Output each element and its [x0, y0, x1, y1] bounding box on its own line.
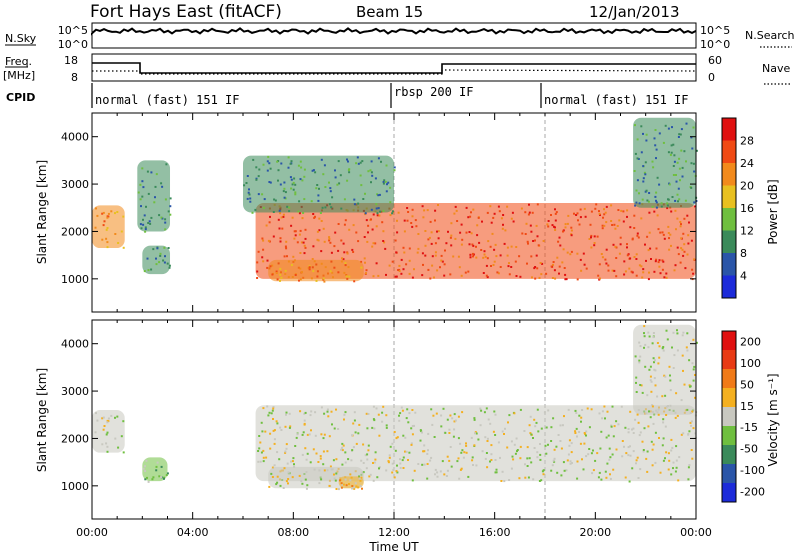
nsky-label: N.Sky — [5, 32, 37, 45]
velocity-colorbar-tick-4: -15 — [740, 421, 758, 434]
nsky-strip: N.Sky 10^5 10^0 10^5 10^0 N.Search — [5, 22, 795, 51]
power-colorbar-segment-2 — [722, 163, 736, 186]
power-colorbar-tick-1: 8 — [740, 247, 747, 260]
velocity-colorbar-segment-7 — [722, 464, 736, 484]
freq-tick-bottom: 8 — [71, 71, 78, 84]
velocity-ytick-label-1: 2000 — [61, 432, 89, 445]
nsky-tick-top: 10^5 — [58, 24, 88, 37]
velocity-colorbar-segment-6 — [722, 445, 736, 465]
power-ylabel: Slant Range [km] — [35, 160, 49, 264]
beam-label: Beam 15 — [356, 3, 423, 21]
cpid-strip: CPID normal (fast) 151 IF rbsp 200 IF no… — [6, 83, 689, 108]
power-colorbar-tick-5: 24 — [740, 157, 754, 170]
velocity-colorbar-tick-1: 100 — [740, 357, 761, 370]
velocity-colorbar-tick-3: 15 — [740, 400, 754, 413]
power-colorbar-tick-3: 16 — [740, 202, 754, 215]
nsky-tick-bottom: 10^0 — [58, 38, 88, 51]
power-region-0 — [92, 205, 125, 249]
power-region-2 — [142, 245, 171, 275]
power-colorbar-segment-1 — [722, 140, 736, 164]
power-ytick-label-3: 4000 — [61, 131, 89, 144]
velocity-region-2 — [255, 405, 697, 483]
velocity-colorbar: 200 100 50 15 -15 -50 -100 -200 — [721, 330, 765, 503]
velocity-ytick-label-2: 3000 — [61, 385, 89, 398]
freq-label: Freq. — [5, 55, 32, 68]
velocity-colorbar-segment-8 — [722, 483, 736, 503]
time-tick-label-6: 00:00 — [680, 526, 712, 539]
velocity-colorbar-segment-1 — [722, 350, 736, 370]
freq-tick-top: 18 — [64, 54, 78, 67]
velocity-colorbar-label: Velocity [m s⁻¹] — [766, 373, 780, 466]
velocity-colorbar-segment-5 — [722, 426, 736, 446]
velocity-colorbar-tick-0: 200 — [740, 336, 761, 349]
nsearch-tick-bottom: 10^0 — [700, 38, 730, 51]
velocity-colorbar-tick-6: -100 — [740, 464, 765, 477]
power-colorbar-segment-0 — [722, 118, 736, 141]
velocity-colorbar-tick-2: 50 — [740, 378, 754, 391]
nsearch-label: N.Search — [745, 29, 795, 42]
velocity-colorbar-tick-7: -200 — [740, 485, 765, 498]
power-colorbar-tick-0: 4 — [740, 270, 747, 283]
power-colorbar-tick-4: 20 — [740, 180, 754, 193]
time-tick-label-5: 20:00 — [579, 526, 611, 539]
time-tick-label-3: 12:00 — [378, 526, 410, 539]
power-colorbar: 4 8 12 16 20 24 28 — [721, 117, 754, 299]
power-panel: 1000 2000 3000 4000 Slant Range [km] — [35, 112, 698, 313]
velocity-ytick-label-0: 1000 — [61, 480, 89, 493]
cpid-label: CPID — [6, 91, 35, 104]
velocity-ylabel: Slant Range [km] — [35, 368, 49, 472]
power-colorbar-segment-6 — [722, 253, 736, 276]
time-tick-label-2: 08:00 — [277, 526, 309, 539]
nave-label: Nave — [762, 62, 790, 75]
power-region-6 — [633, 117, 698, 209]
power-region-4 — [268, 259, 364, 283]
velocity-colorbar-segment-0 — [722, 331, 736, 351]
power-region-3 — [255, 203, 697, 281]
velocity-region-4 — [338, 476, 364, 490]
power-colorbar-segment-5 — [722, 230, 736, 254]
freq-unit-label: [MHz] — [3, 69, 35, 82]
velocity-colorbar-segment-4 — [722, 407, 736, 427]
velocity-colorbar-segment-3 — [722, 388, 736, 408]
time-tick-label-4: 16:00 — [479, 526, 511, 539]
velocity-ytick-label-3: 4000 — [61, 338, 89, 351]
power-regions — [92, 113, 698, 312]
velocity-region-0 — [92, 410, 125, 454]
power-colorbar-segment-4 — [722, 208, 736, 231]
velocity-region-5 — [633, 324, 698, 417]
velocity-colorbar-segment-2 — [722, 369, 736, 389]
time-tick-label-0: 00:00 — [76, 526, 108, 539]
time-tick-label-1: 04:00 — [177, 526, 209, 539]
nsearch-tick-top: 10^5 — [700, 24, 730, 37]
nave-tick-bottom: 0 — [708, 71, 715, 84]
cpid-mode-1: normal (fast) 151 IF — [95, 93, 240, 107]
velocity-regions — [92, 320, 698, 519]
power-colorbar-label: Power [dB] — [766, 179, 780, 244]
time-axis-label: Time UT — [368, 540, 419, 554]
power-ytick-label-0: 1000 — [61, 273, 89, 286]
power-region-1 — [137, 160, 172, 233]
power-ytick-label-1: 2000 — [61, 225, 89, 238]
power-colorbar-tick-6: 28 — [740, 135, 754, 148]
power-region-5 — [243, 155, 396, 215]
power-colorbar-segment-3 — [722, 185, 736, 209]
nave-tick-top: 60 — [708, 54, 722, 67]
velocity-colorbar-tick-5: -50 — [740, 443, 758, 456]
velocity-region-1 — [142, 457, 169, 483]
power-ytick-label-2: 3000 — [61, 178, 89, 191]
velocity-panel: 1000 2000 3000 4000 00:00 04:00 08:00 12:00 16:0… — [35, 319, 712, 554]
station-title: Fort Hays East (fitACF) — [90, 2, 282, 22]
cpid-mode-2: rbsp 200 IF — [394, 85, 473, 99]
date-label: 12/Jan/2013 — [589, 3, 680, 21]
power-colorbar-tick-2: 12 — [740, 225, 754, 238]
freq-strip: Freq. [MHz] 18 8 60 0 Nave — [3, 53, 792, 85]
power-colorbar-segment-7 — [722, 275, 736, 299]
cpid-mode-3: normal (fast) 151 IF — [544, 93, 689, 107]
